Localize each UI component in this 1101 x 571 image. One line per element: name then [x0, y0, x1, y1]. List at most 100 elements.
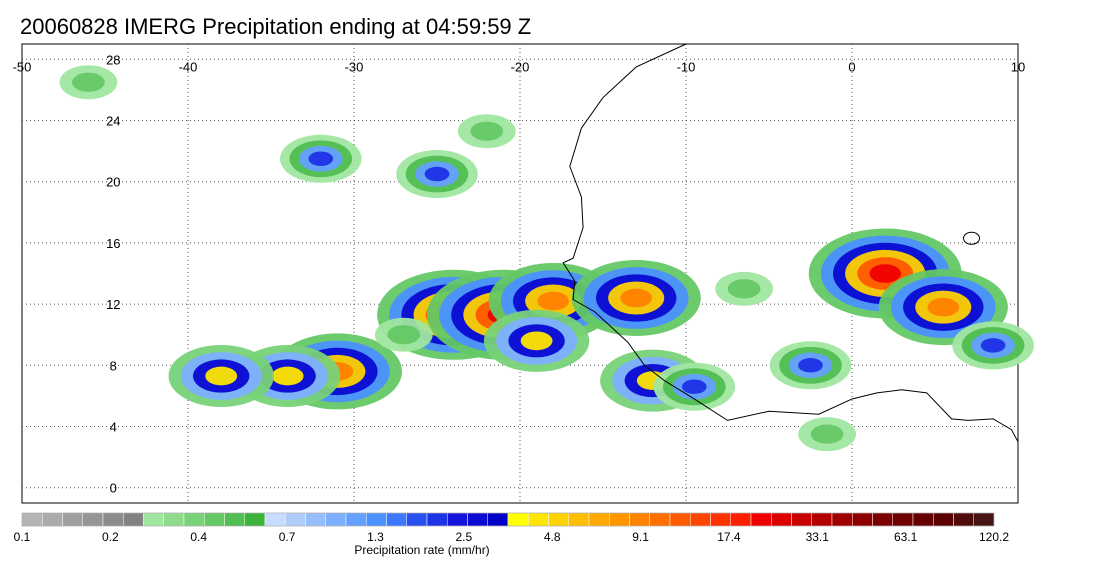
latitude-label: 8	[110, 358, 117, 373]
latitude-label: 28	[106, 52, 120, 67]
colorbar-swatch	[143, 512, 164, 527]
colorbar-tick-label: 17.4	[717, 530, 741, 544]
colorbar-swatch	[933, 512, 954, 527]
colorbar-swatch	[224, 512, 245, 527]
longitude-label: -40	[179, 60, 198, 75]
colorbar-swatch	[690, 512, 711, 527]
coastline	[562, 43, 1019, 443]
longitude-label: 0	[848, 60, 855, 75]
latitude-label: 24	[106, 114, 120, 129]
colorbar-swatch	[285, 512, 306, 527]
colorbar-swatch	[305, 512, 326, 527]
precip-cell-18	[980, 338, 1006, 353]
precip-cell-8	[927, 297, 960, 317]
colorbar-tick-labels: 0.1 0.2 0.4 0.7 1.3 2.5 4.8 9.1 17.4 33.1 63.1 120.…	[14, 530, 1010, 544]
colorbar-tick-label: 2.5	[455, 530, 472, 544]
colorbar-swatch	[386, 512, 407, 527]
colorbar-swatch	[183, 512, 205, 527]
colorbar-swatch	[366, 512, 387, 527]
precip-cell-15	[72, 72, 105, 92]
colorbar-swatch	[669, 512, 691, 527]
colorbar-swatch	[426, 512, 448, 527]
colorbar	[21, 512, 995, 527]
colorbar-tick-label: 0.7	[279, 530, 296, 544]
graticule	[22, 44, 1018, 503]
colorbar-swatch	[872, 512, 893, 527]
colorbar-outline	[21, 512, 995, 527]
colorbar-swatch	[507, 512, 529, 527]
precip-cell-16	[387, 325, 421, 345]
colorbar-swatch	[852, 512, 873, 527]
colorbar-swatch	[447, 512, 468, 527]
latitude-label: 4	[110, 420, 117, 435]
precip-cell-17	[727, 279, 761, 299]
precip-cell-11	[681, 379, 707, 394]
longitude-label: 10	[1011, 60, 1025, 75]
precip-cell-2	[537, 291, 570, 311]
colorbar-tick-label: 9.1	[632, 530, 649, 544]
colorbar-swatch	[609, 512, 630, 527]
colorbar-label: Precipitation rate (mm/hr)	[354, 543, 489, 557]
precip-cell-5	[271, 366, 304, 386]
colorbar-tick-label: 0.1	[14, 530, 31, 544]
latitude-labels: 28 24 20 16 12 8 4 0	[106, 52, 120, 495]
colorbar-swatch	[82, 512, 104, 527]
colorbar-tick-label: 33.1	[806, 530, 830, 544]
colorbar-swatch	[123, 512, 144, 527]
colorbar-swatch	[649, 512, 671, 527]
longitude-labels: -50 -40 -30 -20 -10 0 10	[13, 60, 1026, 75]
colorbar-swatch	[771, 512, 792, 527]
latitude-label: 0	[110, 481, 117, 496]
colorbar-swatch	[953, 512, 974, 527]
precip-cell-3	[620, 288, 653, 308]
longitude-label: -20	[511, 60, 530, 75]
colorbar-swatch	[750, 512, 772, 527]
colorbar-swatch	[264, 512, 286, 527]
precip-cell-20	[810, 424, 844, 444]
colorbar-swatch	[811, 512, 833, 527]
colorbar-swatch	[345, 512, 367, 527]
colorbar-swatch	[102, 512, 124, 527]
colorbar-tick-label: 120.2	[979, 530, 1009, 544]
longitude-label: -50	[13, 60, 32, 75]
precip-cell-9	[520, 331, 553, 351]
coastline-path	[562, 43, 1019, 443]
colorbar-swatch	[588, 512, 610, 527]
longitude-label: -30	[345, 60, 364, 75]
colorbar-swatch	[487, 512, 509, 527]
colorbar-swatch	[912, 512, 934, 527]
colorbar-tick-label: 0.2	[102, 530, 119, 544]
colorbar-swatch	[62, 512, 83, 527]
colorbar-swatch	[42, 512, 63, 527]
precip-cell-13	[308, 151, 334, 167]
longitude-label: -10	[677, 60, 696, 75]
colorbar-swatch	[568, 512, 590, 527]
colorbar-swatch	[528, 512, 549, 527]
colorbar-swatch	[325, 512, 347, 527]
map-title: 20060828 IMERG Precipitation ending at 0…	[20, 14, 532, 39]
colorbar-tick-label: 0.4	[190, 530, 207, 544]
colorbar-tick-label: 63.1	[894, 530, 918, 544]
colorbar-swatch	[406, 512, 428, 527]
latitude-label: 20	[106, 175, 120, 190]
precip-cell-7	[869, 264, 901, 283]
colorbar-swatch	[467, 512, 488, 527]
colorbar-tick-label: 4.8	[544, 530, 561, 544]
precip-cell-12	[424, 166, 450, 182]
colorbar-swatch	[973, 512, 995, 527]
precip-cell-6	[205, 366, 238, 386]
latitude-label: 16	[106, 236, 120, 251]
colorbar-swatch	[730, 512, 752, 527]
colorbar-swatch	[892, 512, 914, 527]
colorbar-swatch	[710, 512, 731, 527]
colorbar-swatch	[629, 512, 650, 527]
colorbar-swatch	[204, 512, 225, 527]
colorbar-swatch	[791, 512, 812, 527]
precipitation-field	[59, 65, 1034, 452]
colorbar-swatch	[163, 512, 185, 527]
colorbar-swatch	[831, 512, 853, 527]
inland-water-outline	[963, 231, 981, 245]
colorbar-swatch	[244, 512, 266, 527]
precip-cell-14	[470, 121, 504, 141]
